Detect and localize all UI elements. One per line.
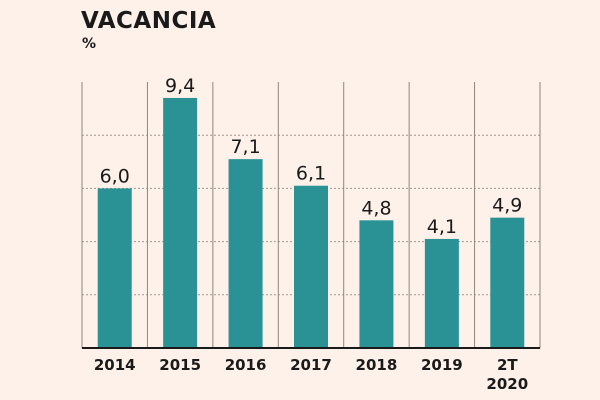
data-label: 7,1 xyxy=(230,136,260,158)
x-tick-label: 2014 xyxy=(94,356,136,374)
bar xyxy=(359,220,394,348)
bar xyxy=(228,159,263,348)
data-label: 4,1 xyxy=(427,216,457,238)
bar xyxy=(163,97,198,349)
x-tick-label: 2015 xyxy=(159,356,201,374)
x-tick-label: 2018 xyxy=(356,356,398,374)
data-label: 6,1 xyxy=(296,163,326,185)
data-label: 4,9 xyxy=(492,195,522,217)
x-tick-label: 2016 xyxy=(225,356,267,374)
y-axis-unit: % xyxy=(82,36,97,52)
data-label: 9,4 xyxy=(165,75,195,97)
x-tick-label: 2017 xyxy=(290,356,332,374)
data-label: 6,0 xyxy=(100,165,130,187)
data-label: 4,8 xyxy=(361,197,391,219)
bar xyxy=(97,188,132,348)
bar xyxy=(294,185,328,348)
x-tick-label: 2019 xyxy=(421,356,463,374)
bar xyxy=(424,238,459,348)
x-tick-label: 2T xyxy=(497,356,518,374)
bar xyxy=(490,217,525,348)
x-tick-label: 2020 xyxy=(486,375,528,393)
chart-title: VACANCIA xyxy=(81,8,217,34)
